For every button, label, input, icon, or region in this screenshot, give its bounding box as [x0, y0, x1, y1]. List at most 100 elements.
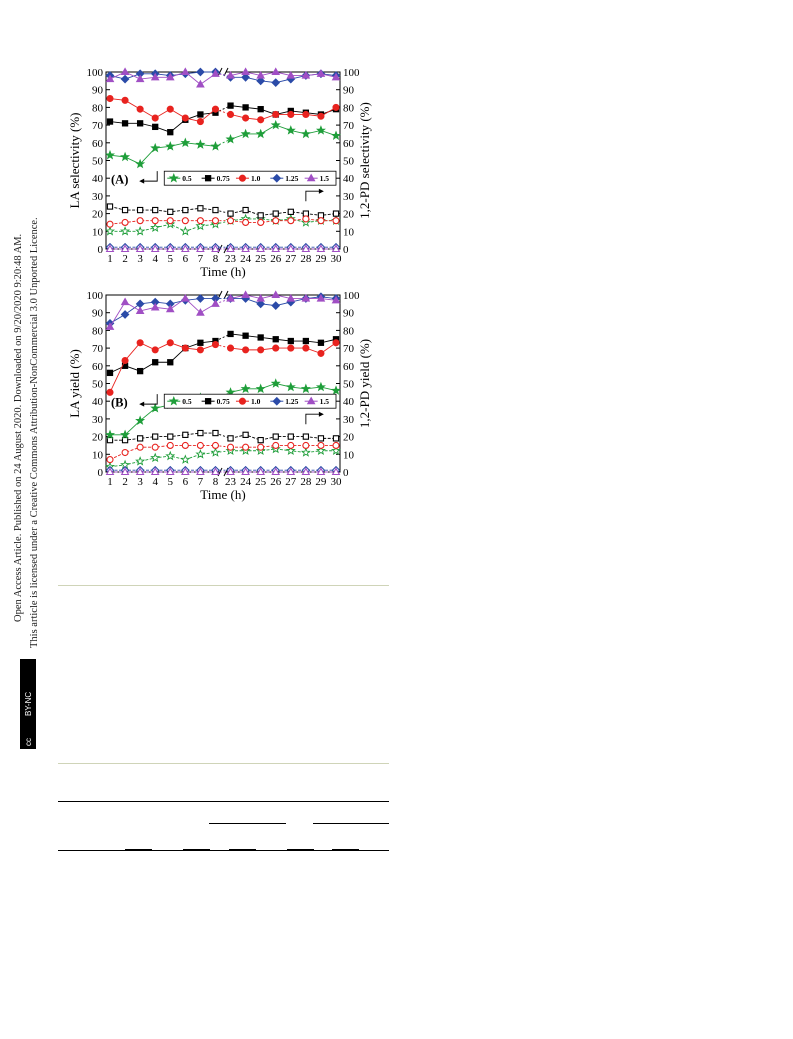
- y-tick-label-left: 60: [92, 138, 104, 150]
- data-point-0.5: [315, 445, 326, 456]
- legend-marker-1.0: [238, 397, 247, 405]
- data-point-0.75: [197, 429, 204, 437]
- left-axis-arrowhead: [139, 178, 145, 184]
- y-tick-label-right: 60: [343, 361, 355, 373]
- data-point-1.5: [120, 467, 130, 476]
- y-tick-label-right: 40: [343, 173, 355, 185]
- data-point-1.5: [105, 322, 115, 330]
- data-point-1.5: [331, 72, 341, 81]
- table-cell-rule: [332, 849, 359, 850]
- y-tick-label-left: 30: [92, 191, 104, 203]
- y-tick-label-left: 20: [92, 432, 104, 444]
- x-tick-label: 24: [240, 476, 252, 488]
- data-point-1.5: [316, 69, 326, 77]
- legend-label-1.25: 1.25: [285, 174, 298, 183]
- data-point-1.5: [316, 244, 326, 253]
- data-point-0.5: [331, 130, 341, 140]
- data-point-0.5: [105, 226, 115, 236]
- y-tick-label-left: 40: [92, 396, 104, 408]
- x-tick-label: 7: [198, 253, 204, 265]
- series-pd-0.75: [106, 429, 340, 444]
- series-la-0.5: [105, 119, 341, 169]
- y-tick-label-right: 50: [343, 156, 355, 168]
- data-point-1.5: [271, 467, 281, 476]
- data-point-1.5: [256, 244, 266, 253]
- data-point-1.0: [332, 441, 340, 449]
- y-tick-label-left: 90: [92, 85, 104, 97]
- cc-badge-cc-text: cc: [24, 738, 33, 746]
- data-point-1.0: [211, 105, 220, 113]
- data-point-1.0: [242, 218, 250, 226]
- data-point-0.75: [121, 436, 129, 444]
- y-tick-label-right: 30: [343, 414, 355, 426]
- data-point-1.5: [331, 295, 341, 304]
- right-axis-arrow: [305, 413, 322, 425]
- series-break-link-1.5: [215, 73, 231, 76]
- data-point-1.25: [196, 67, 205, 77]
- x-tick-label: 29: [315, 253, 327, 265]
- data-point-0.75: [152, 123, 159, 131]
- data-point-1.0: [151, 114, 159, 122]
- data-point-0.75: [287, 433, 294, 440]
- y-tick-label-left: 100: [87, 290, 104, 302]
- data-point-1.0: [302, 441, 310, 449]
- data-point-1.0: [166, 339, 174, 347]
- data-point-0.5: [195, 139, 206, 149]
- cc-license-badge[interactable]: cc BY-NC: [20, 659, 36, 749]
- x-tick-label: 28: [300, 476, 312, 488]
- data-point-0.5: [165, 450, 176, 461]
- series-pd-1.0: [106, 441, 340, 464]
- data-point-1.5: [180, 293, 190, 302]
- data-point-1.5: [316, 293, 326, 302]
- sidebar-line-published: Open Access Article. Published on 24 Aug…: [13, 233, 24, 622]
- data-point-1.0: [226, 110, 235, 119]
- data-point-0.5: [315, 125, 326, 135]
- data-point-1.5: [256, 70, 266, 79]
- data-point-1.5: [241, 244, 250, 253]
- sidebar-line-license[interactable]: This article is licensed under a Creativ…: [29, 217, 40, 648]
- legend-marker-0.75: [204, 398, 212, 405]
- data-point-1.0: [272, 217, 280, 225]
- data-point-1.0: [211, 441, 220, 449]
- data-point-0.5: [300, 447, 311, 457]
- data-point-1.5: [135, 74, 145, 83]
- data-point-1.0: [211, 217, 220, 225]
- legend-marker-1.0: [238, 174, 247, 182]
- data-point-1.0: [257, 443, 265, 451]
- series-pd-1.5: [105, 467, 341, 476]
- data-point-1.5: [301, 70, 311, 79]
- x-tick-label: 28: [300, 253, 312, 265]
- data-point-1.0: [317, 112, 325, 120]
- data-point-0.75: [152, 206, 159, 214]
- data-point-0.5: [315, 381, 326, 392]
- data-point-0.75: [317, 435, 325, 442]
- y-tick-label-left: 50: [92, 379, 104, 391]
- table-cell-rule: [229, 849, 256, 850]
- data-point-1.0: [257, 116, 265, 124]
- y-tick-label-left: 80: [92, 102, 104, 114]
- data-point-0.5: [180, 137, 191, 148]
- data-point-0.5: [255, 128, 266, 139]
- data-point-1.0: [332, 103, 340, 111]
- y-tick-label-left: 40: [92, 173, 104, 185]
- table-bottom-rule: [58, 850, 389, 851]
- data-point-1.5: [135, 467, 145, 476]
- y-tick-label-right: 20: [343, 209, 355, 221]
- x-tick-label: 24: [240, 253, 252, 265]
- data-point-0.75: [182, 206, 189, 214]
- data-point-1.5: [331, 244, 341, 253]
- data-point-1.5: [271, 244, 281, 253]
- panel-label: (A): [111, 173, 128, 187]
- data-point-1.5: [226, 70, 235, 79]
- table-group-rule: [209, 823, 286, 824]
- data-point-1.0: [287, 441, 295, 449]
- data-point-0.75: [182, 431, 189, 438]
- data-point-1.0: [317, 349, 325, 357]
- data-point-0.75: [106, 436, 114, 444]
- data-point-1.25: [120, 74, 130, 84]
- x-tick-label: 4: [152, 253, 158, 265]
- data-point-1.0: [151, 346, 159, 354]
- data-point-1.5: [150, 244, 160, 253]
- y-tick-label-right: 60: [343, 138, 355, 150]
